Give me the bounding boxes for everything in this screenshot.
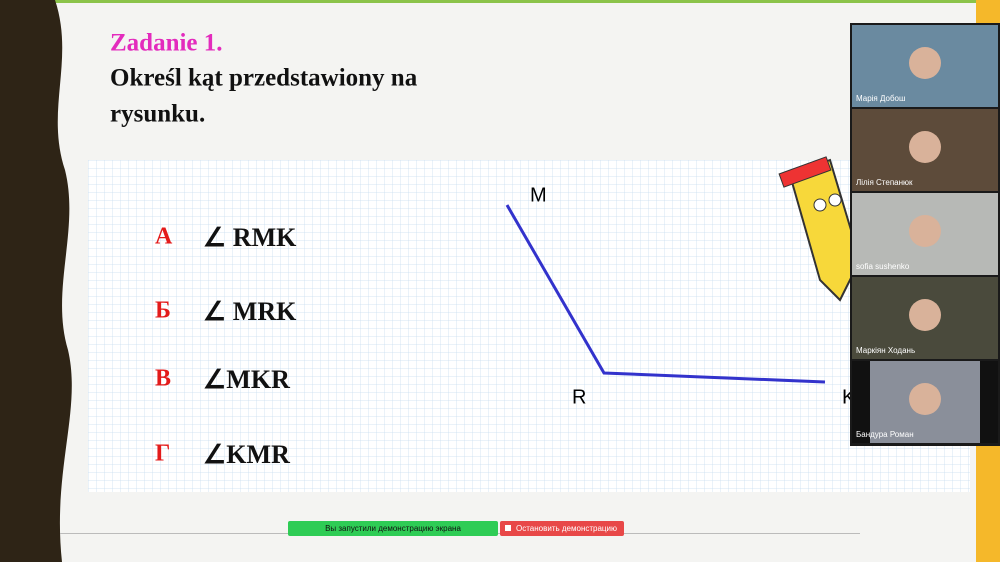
left-decor xyxy=(0,0,72,562)
option-text: ∠ RMK xyxy=(203,223,297,252)
question: rysunku. xyxy=(110,101,205,128)
participant-name: Бандура Роман xyxy=(856,430,914,439)
angle-figure xyxy=(505,204,826,384)
face xyxy=(909,215,941,247)
option-text: ∠MKR xyxy=(203,365,290,394)
point-label: M xyxy=(530,184,547,206)
pencil-cartoon xyxy=(778,156,862,302)
option-letter: Г xyxy=(155,441,170,467)
task-title: Zadanie 1. xyxy=(110,30,223,57)
share-status xyxy=(288,521,498,536)
option-letter: В xyxy=(155,366,171,392)
face xyxy=(909,299,941,331)
share-status-text: Вы запустили демонстрацию экрана xyxy=(325,524,461,533)
stop-share-button[interactable] xyxy=(500,521,624,536)
top-border xyxy=(0,0,1000,3)
stop-icon xyxy=(505,525,511,531)
option-text: ∠KMR xyxy=(203,440,290,469)
participant-name: Лілія Степанюк xyxy=(856,178,913,187)
option-text: ∠ MRK xyxy=(203,297,297,326)
participant-name: Маркіян Ходань xyxy=(856,346,915,355)
option-letter: Б xyxy=(155,298,171,324)
point-label: R xyxy=(572,386,586,408)
face xyxy=(909,131,941,163)
question: Określ kąt przedstawiony na xyxy=(110,65,418,92)
face xyxy=(909,47,941,79)
participant-name: sofia sushenko xyxy=(856,262,910,271)
participant-name: Марія Добош xyxy=(856,94,905,103)
stop-share-text[interactable]: Остановить демонстрацию xyxy=(516,524,617,533)
face xyxy=(909,383,941,415)
option-letter: А xyxy=(155,224,173,250)
